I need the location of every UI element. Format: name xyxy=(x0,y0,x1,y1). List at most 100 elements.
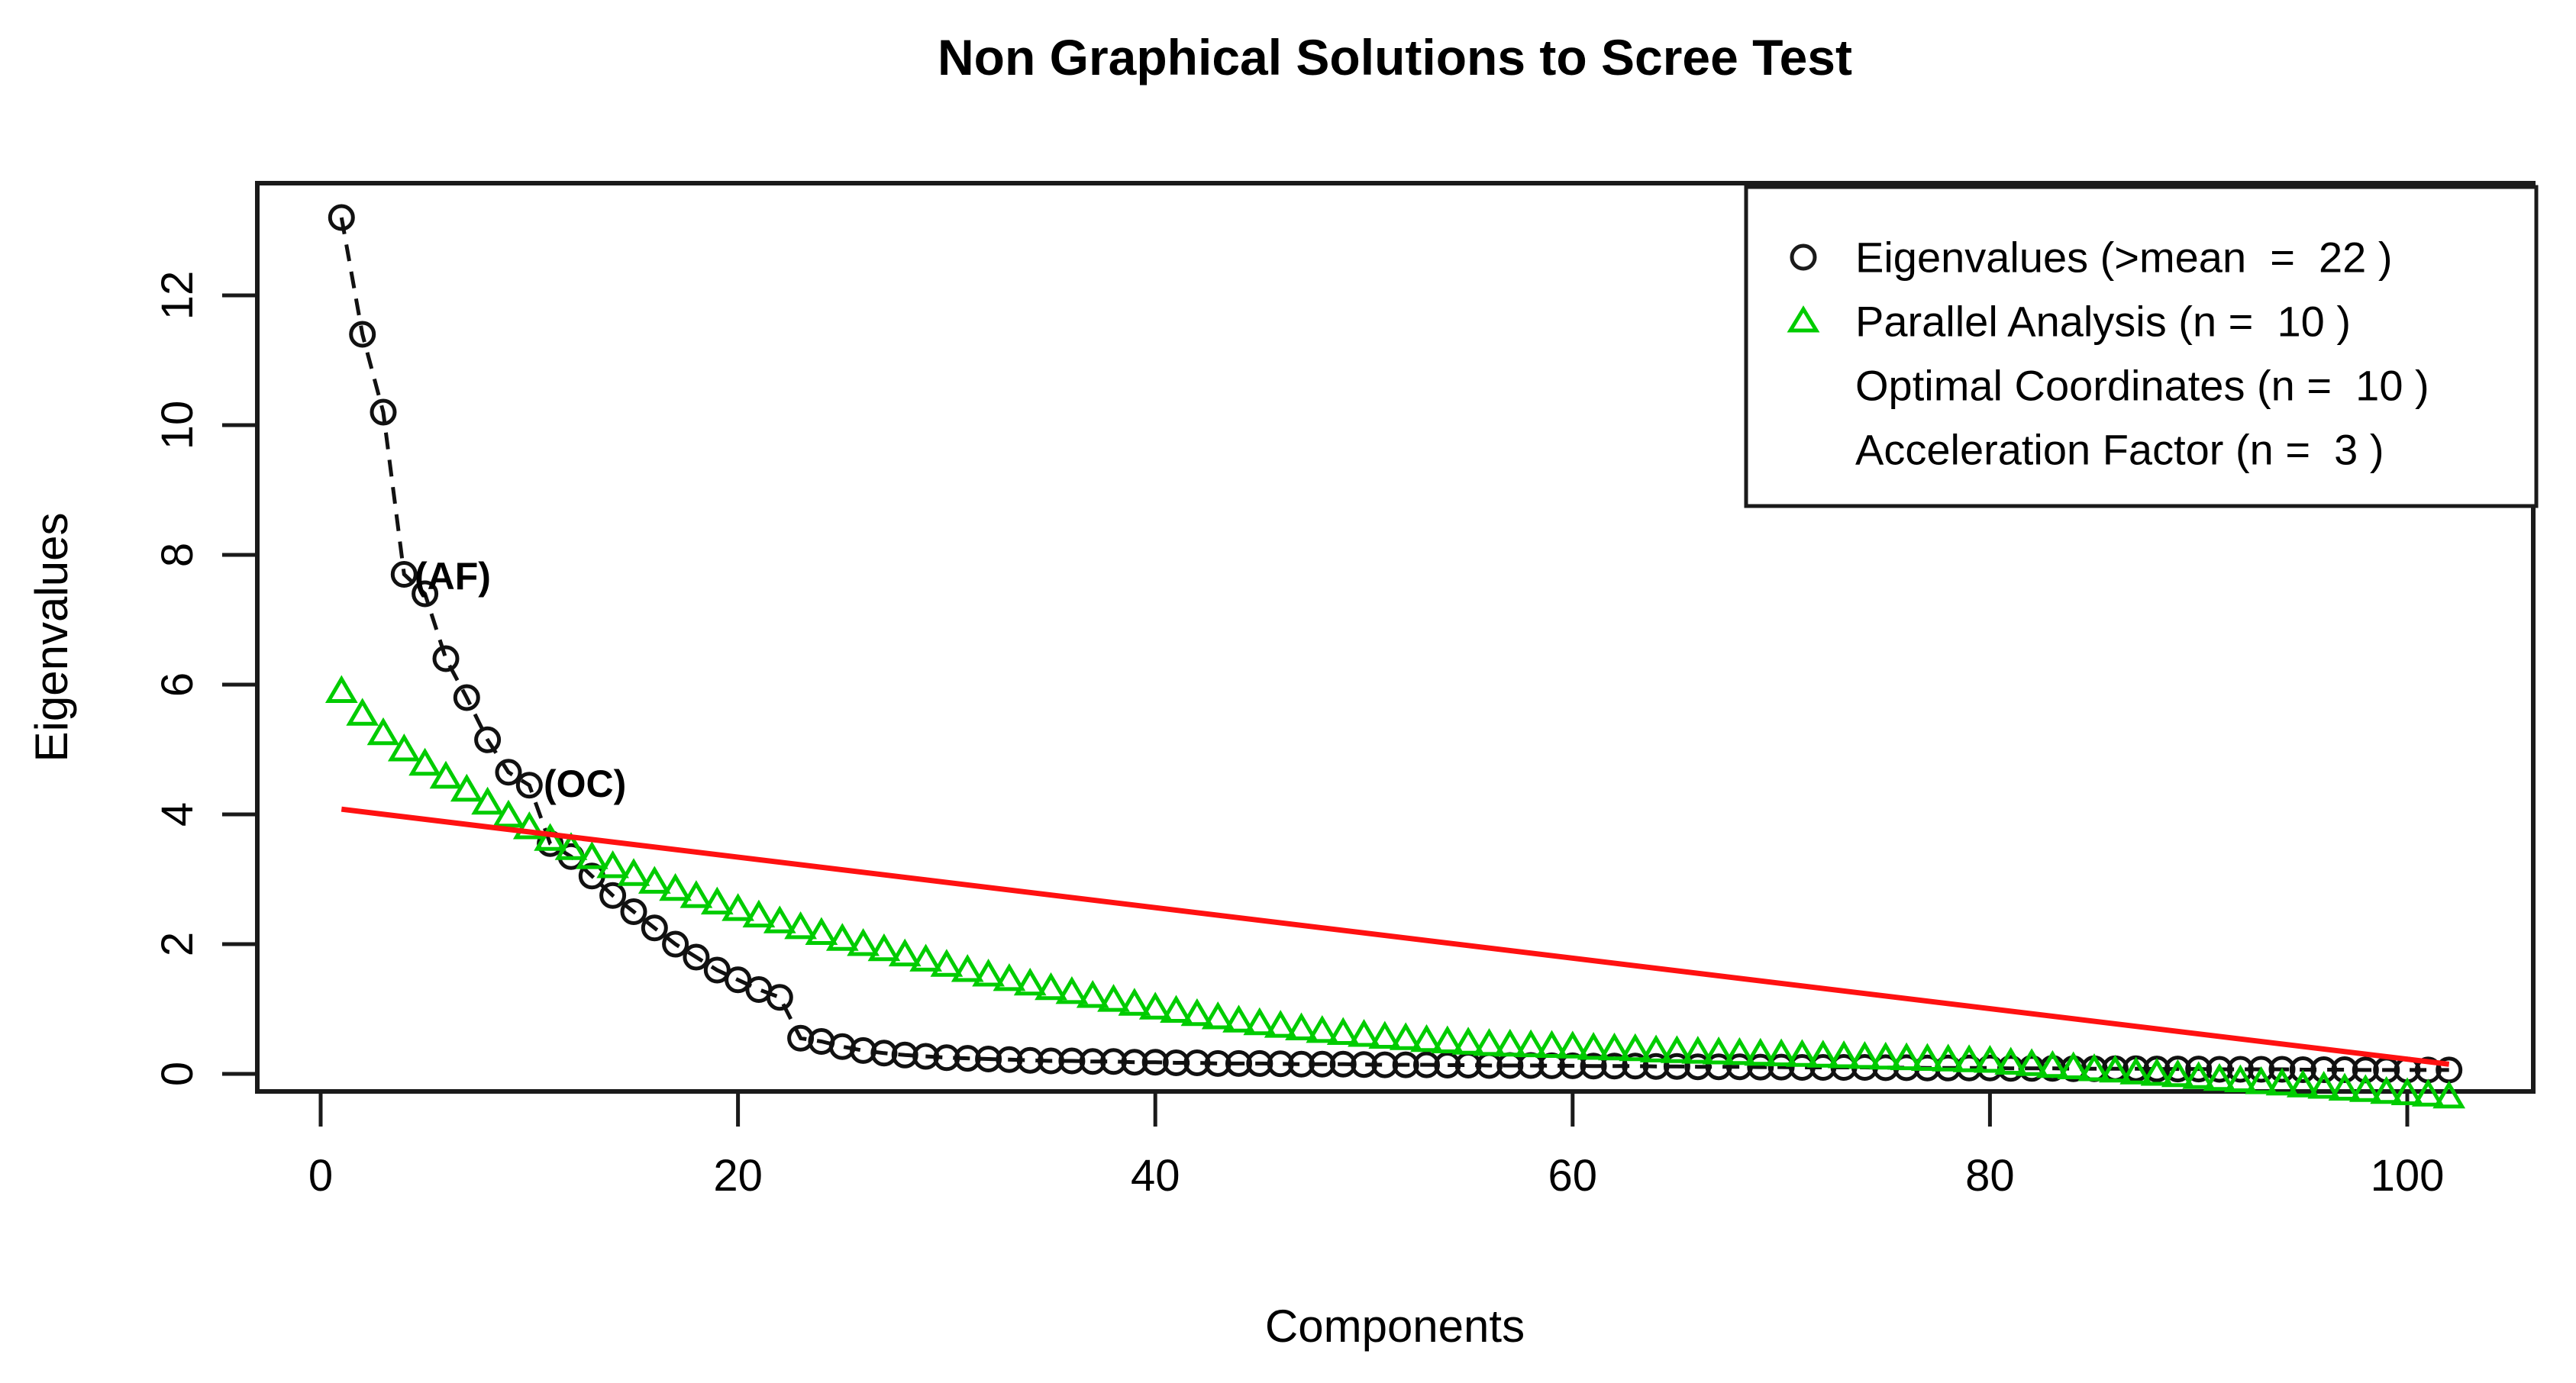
parallel-analysis-point xyxy=(1890,1042,1923,1071)
x-tick-label: 0 xyxy=(308,1151,333,1201)
optimal-coordinates-segment xyxy=(341,806,2450,1067)
parallel-analysis-point xyxy=(1473,1027,1506,1056)
parallel-analysis-point xyxy=(1160,995,1193,1023)
eigenvalue-point xyxy=(766,984,793,1011)
parallel-analysis-point xyxy=(1764,1038,1798,1066)
eigenvalue-point xyxy=(1371,1051,1399,1078)
eigenvalue-point xyxy=(1267,1050,1294,1078)
eigenvalue-point xyxy=(912,1043,940,1070)
eigenvalue-point xyxy=(1163,1049,1190,1076)
parallel-analysis-point xyxy=(492,799,525,828)
parallel-analysis-point xyxy=(909,943,942,972)
parallel-analysis-point xyxy=(1952,1044,1986,1072)
eigenvalue-point xyxy=(1663,1053,1690,1080)
parallel-analysis-point xyxy=(512,811,546,840)
parallel-analysis-point xyxy=(951,954,984,982)
eigenvalue-point xyxy=(412,580,439,608)
parallel-analysis-point xyxy=(2036,1049,2069,1078)
eigenvalue-point xyxy=(1288,1050,1315,1078)
parallel-analysis-point xyxy=(387,733,421,762)
parallel-analysis-point xyxy=(2390,1077,2424,1105)
eigenvalue-point xyxy=(2226,1056,2254,1083)
parallel-analysis-point xyxy=(1661,1035,1693,1063)
legend-item-optimal-coordinates: Optimal Coordinates (n = 10 ) xyxy=(1855,362,2429,410)
y-tick-label: 12 xyxy=(153,271,202,321)
eigenvalue-point xyxy=(1038,1047,1064,1075)
legend-item-eigenvalues: Eigenvalues (>mean = 22 ) xyxy=(1855,234,2393,282)
parallel-analysis-point xyxy=(2328,1072,2361,1101)
x-tick-label: 20 xyxy=(713,1151,763,1201)
parallel-analysis-point xyxy=(1994,1046,2028,1075)
eigenvalue-point xyxy=(1100,1048,1127,1075)
eigenvalue-point xyxy=(1183,1049,1211,1076)
parallel-analysis-point xyxy=(1264,1010,1297,1038)
x-tick-label: 60 xyxy=(1548,1151,1598,1201)
parallel-analysis-point xyxy=(2099,1054,2132,1083)
eigenvalue-point xyxy=(2143,1056,2171,1083)
eigenvalue-point xyxy=(1580,1053,1607,1080)
parallel-analysis-point xyxy=(1055,975,1089,1004)
eigenvalue-point xyxy=(1642,1053,1670,1080)
y-tick-label: 0 xyxy=(153,1062,202,1086)
parallel-analysis-point xyxy=(2140,1058,2174,1086)
parallel-analysis-point xyxy=(346,698,379,726)
parallel-analysis-point xyxy=(471,786,504,815)
y-tick-label: 6 xyxy=(153,672,202,697)
parallel-analysis-point xyxy=(1556,1030,1590,1059)
legend-circle-symbol xyxy=(1790,243,1817,271)
eigenvalue-point xyxy=(1559,1052,1587,1079)
eigenvalue-point xyxy=(1725,1053,1753,1081)
parallel-analysis-point xyxy=(1076,980,1109,1008)
eigenvalue-point xyxy=(1622,1053,1649,1080)
eigenvalue-point xyxy=(1309,1050,1336,1078)
parallel-analysis-point xyxy=(1348,1019,1380,1047)
parallel-analysis-point xyxy=(763,905,796,933)
parallel-analysis-point xyxy=(450,773,483,802)
y-tick-label: 2 xyxy=(153,932,202,956)
parallel-analysis-point xyxy=(617,858,650,886)
parallel-analysis-point xyxy=(2370,1075,2403,1104)
eigenvalue-point xyxy=(1705,1053,1732,1081)
parallel-analysis-point xyxy=(1827,1040,1861,1069)
parallel-analysis-point xyxy=(721,893,754,921)
eigenvalue-point xyxy=(453,684,480,711)
parallel-analysis-point xyxy=(1577,1032,1610,1060)
eigenvalue-point xyxy=(662,930,689,958)
parallel-analysis-point xyxy=(2307,1071,2341,1099)
parallel-analysis-point xyxy=(408,747,441,776)
parallel-analysis-point xyxy=(700,886,734,915)
parallel-analysis-point xyxy=(1306,1014,1339,1043)
eigenvalue-point xyxy=(495,759,522,786)
y-axis-ticks: 0 2 4 6 8 10 12 xyxy=(153,271,257,1086)
parallel-analysis-point xyxy=(2119,1056,2153,1085)
eigenvalue-point xyxy=(1079,1048,1106,1075)
eigenvalue-point xyxy=(1351,1051,1377,1078)
eigenvalue-point xyxy=(996,1046,1023,1073)
parallel-analysis-point xyxy=(1514,1029,1548,1058)
parallel-analysis-point xyxy=(1180,998,1214,1027)
annotation-af: (AF) xyxy=(415,555,491,598)
chart-title: Non Graphical Solutions to Scree Test xyxy=(938,29,1852,85)
parallel-analysis-point xyxy=(1326,1017,1360,1045)
x-tick-label: 80 xyxy=(1965,1151,2015,1201)
parallel-analysis-series xyxy=(324,675,2466,1109)
eigenvalue-point xyxy=(1141,1049,1169,1076)
parallel-analysis-point xyxy=(324,675,358,703)
parallel-analysis-point xyxy=(1723,1036,1756,1065)
eigenvalue-point xyxy=(641,914,668,942)
y-tick-label: 4 xyxy=(153,802,202,827)
eigenvalue-point xyxy=(2206,1056,2233,1083)
eigenvalue-point xyxy=(2248,1056,2275,1083)
parallel-analysis-point xyxy=(2203,1062,2236,1091)
eigenvalue-point xyxy=(1016,1046,1044,1074)
parallel-analysis-point xyxy=(1201,1001,1235,1030)
parallel-analysis-point xyxy=(930,949,964,977)
eigenvalue-point xyxy=(828,1033,856,1060)
parallel-analysis-point xyxy=(1410,1024,1443,1053)
parallel-analysis-point xyxy=(993,962,1026,991)
legend-box xyxy=(1744,185,2539,508)
parallel-analysis-point xyxy=(1243,1007,1277,1036)
eigenvalue-point xyxy=(349,321,376,348)
eigenvalue-point xyxy=(1246,1049,1273,1077)
